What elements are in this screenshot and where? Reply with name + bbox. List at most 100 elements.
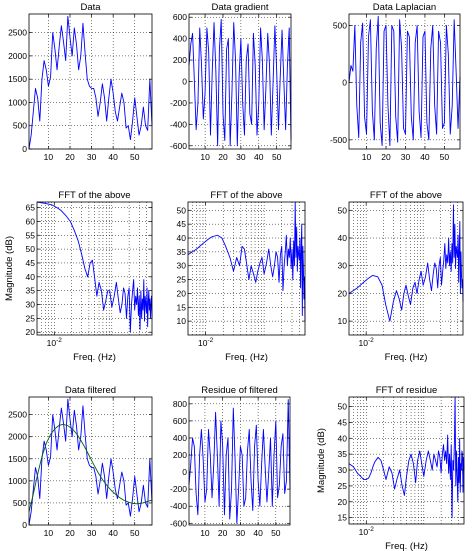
y-tick-label: 10 [338, 316, 348, 326]
chart-title: FFT of the above [210, 190, 282, 201]
x-tick-label: 30 [87, 152, 97, 162]
x-tick-label: 50 [271, 528, 281, 538]
y-tick-label: -200 [170, 484, 187, 494]
x-tick-label: 30 [401, 152, 411, 162]
y-tick-label: 0 [342, 78, 347, 88]
axes-frame [187, 201, 306, 336]
panel-4: 10-2 20 25 30 35 40 45 50 55 60 65 FFT of the above… [4, 190, 153, 363]
y-tick-label: 800 [173, 399, 187, 409]
y-tick-label: 65 [26, 203, 36, 213]
y-tick-label: 50 [26, 244, 36, 254]
y-tick-label: 400 [173, 433, 187, 443]
chart-title: Data gradient [211, 2, 268, 13]
y-tick-label: 500 [13, 498, 27, 508]
y-axis-label: Magnitude (dB) [316, 428, 327, 493]
y-tick-label: 15 [177, 302, 187, 312]
y-tick-label: 35 [338, 449, 348, 459]
x-axis-label: Freq. (Hz) [385, 541, 428, 551]
y-tick-label: 25 [338, 481, 348, 491]
y-tick-label: 1000 [8, 97, 27, 107]
y-tick-label: 15 [338, 513, 348, 523]
y-tick-label: 45 [177, 219, 187, 229]
y-tick-label: 20 [338, 497, 348, 507]
y-tick-label: 50 [177, 205, 187, 215]
chart-title: FFT of the above [370, 190, 442, 201]
y-tick-label: 1000 [8, 476, 27, 486]
y-tick-label: 1500 [8, 74, 27, 84]
panel-5: 10-2 10 15 20 25 30 35 40 45 50 FFT of the above Fr… [177, 190, 306, 363]
y-tick-label: 20 [338, 288, 348, 298]
y-tick-label: 20 [26, 327, 36, 337]
x-tick-label: 20 [218, 528, 228, 538]
y-tick-label: 45 [26, 258, 36, 268]
chart-title: Data filtered [65, 385, 116, 396]
x-tick-label: 30 [87, 528, 97, 538]
y-tick-label: 0 [182, 467, 187, 477]
x-tick-label: 40 [420, 152, 430, 162]
x-tick-label: 20 [65, 152, 75, 162]
axes-frame [188, 396, 291, 526]
y-tick-label: -400 [170, 501, 187, 511]
y-tick-label: 200 [173, 450, 187, 460]
y-tick-label: 30 [26, 300, 36, 310]
series-line-2 [28, 423, 153, 512]
series-line-1 [188, 399, 291, 524]
y-tick-label: 50 [338, 402, 348, 412]
y-tick-label: 2000 [8, 51, 27, 61]
x-tick-label: 40 [108, 528, 118, 538]
series-line-1 [348, 204, 464, 322]
y-tick-label: 40 [338, 433, 348, 443]
x-tick-label: 30 [236, 528, 246, 538]
x-axis-label: Freq. (Hz) [225, 352, 268, 363]
y-tick-label: 10 [177, 316, 187, 326]
y-tick-label: 55 [26, 230, 36, 240]
y-tick-label: -400 [170, 119, 187, 129]
y-axis-label: Magnitude (dB) [4, 236, 15, 301]
panel-6: 10-2 10 20 30 40 50 FFT of the above Freq. (Hz) [338, 190, 464, 363]
x-tick-label: 10 [200, 152, 210, 162]
x-tick-label: 10-2 [359, 337, 375, 348]
y-tick-label: 30 [177, 261, 187, 271]
x-tick-label: 10 [200, 528, 210, 538]
y-tick-label: 50 [338, 205, 348, 215]
x-tick-label: 20 [381, 152, 391, 162]
y-tick-label: 60 [26, 216, 36, 226]
chart-title: Data [80, 2, 101, 13]
chart-title: Residue of filtered [201, 385, 278, 396]
series-line-1 [36, 201, 153, 333]
series-line-1 [28, 15, 153, 150]
y-tick-label: 25 [177, 275, 187, 285]
y-tick-label: 20 [177, 288, 187, 298]
y-tick-label: -200 [170, 98, 187, 108]
series-line-1 [187, 201, 306, 322]
y-tick-label: 2000 [8, 432, 27, 442]
chart-title: Data Laplacian [373, 2, 436, 13]
y-tick-label: 35 [26, 286, 36, 296]
axes-frame [348, 201, 464, 336]
x-axis-label: Freq. (Hz) [73, 352, 116, 363]
x-tick-label: 10-2 [198, 337, 214, 348]
y-tick-label: 500 [13, 121, 27, 131]
panel-8: 10 20 30 40 50 -600 -400 -200 0 200 400 600 800 Resid… [170, 385, 291, 538]
y-tick-label: 500 [333, 20, 347, 30]
x-tick-label: 40 [108, 152, 118, 162]
x-tick-label: 10 [44, 528, 54, 538]
y-tick-label: 400 [173, 34, 187, 44]
axes-frame [28, 396, 153, 526]
y-tick-label: 40 [26, 272, 36, 282]
y-tick-label: 40 [338, 233, 348, 243]
x-tick-label: 30 [236, 152, 246, 162]
x-tick-label: 50 [272, 152, 282, 162]
x-tick-label: 20 [65, 528, 75, 538]
chart-title: FFT of the above [58, 190, 130, 201]
panel-3: 10 20 30 40 50 -500 0 500 Data Laplacian [330, 2, 461, 162]
y-tick-label: 2500 [8, 410, 27, 420]
series-line-1 [348, 396, 465, 519]
y-tick-label: 1500 [8, 454, 27, 464]
y-tick-label: -600 [170, 141, 187, 151]
series-line-1 [348, 15, 461, 147]
axes-frame [348, 396, 465, 525]
y-tick-label: 30 [338, 261, 348, 271]
